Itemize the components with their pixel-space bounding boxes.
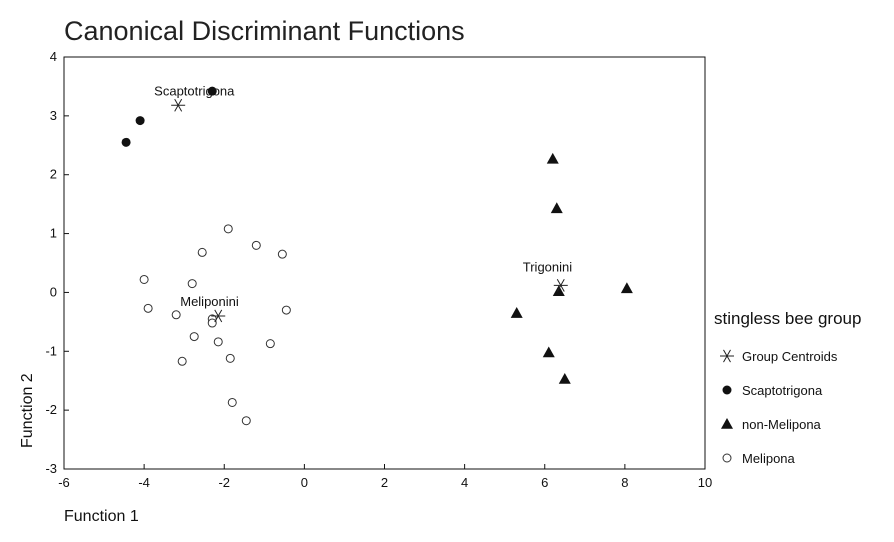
legend-marker (720, 349, 734, 363)
legend-marker (721, 418, 733, 429)
data-point (143, 303, 153, 313)
y-tick-label: 4 (50, 49, 57, 64)
data-point (546, 152, 559, 164)
plot-area (121, 86, 633, 426)
y-axis-label: Function 2 (19, 373, 36, 448)
data-point (251, 240, 261, 250)
data-point (135, 116, 145, 126)
legend: stingless bee group Group Centroids Scapt… (714, 309, 861, 466)
y-tick-label: -2 (45, 402, 57, 417)
data-point (139, 274, 149, 284)
data-point (207, 86, 217, 96)
data-point (265, 339, 275, 349)
data-point (223, 224, 233, 234)
data-point (510, 307, 523, 318)
annotations: Scaptotrigona Meliponini Trigonini (154, 83, 572, 309)
centroid-label: Trigonini (523, 259, 572, 274)
legend-title: stingless bee group (714, 309, 861, 328)
data-point (542, 346, 555, 358)
legend-marker (722, 385, 732, 395)
data-point (189, 332, 199, 342)
x-tick-label: -2 (218, 475, 230, 490)
y-tick-label: 0 (50, 284, 57, 299)
x-tick-label: -6 (58, 475, 70, 490)
legend-item-label: Scaptotrigona (742, 383, 823, 398)
series-group-centroids (171, 98, 568, 323)
chart-title: Canonical Discriminant Functions (64, 16, 465, 46)
y-tick-label: 1 (50, 226, 57, 241)
data-point (225, 353, 235, 363)
data-point (241, 416, 251, 426)
y-axis: -3 -2 -1 0 1 2 3 4 (45, 49, 69, 476)
x-tick-label: 10 (698, 475, 712, 490)
series-non-melipona (510, 152, 633, 384)
x-axis: -6 -4 -2 0 2 4 6 8 10 (58, 464, 712, 490)
x-tick-label: 6 (541, 475, 548, 490)
centroid-label: Meliponini (180, 294, 239, 309)
data-point (227, 397, 237, 407)
data-point (187, 279, 197, 289)
data-point (550, 202, 563, 214)
data-point (620, 282, 633, 294)
data-point (281, 305, 291, 315)
data-point (207, 318, 217, 328)
x-tick-label: 8 (621, 475, 628, 490)
plot-frame (63, 56, 706, 470)
x-tick-label: 4 (461, 475, 468, 490)
x-tick-label: 2 (381, 475, 388, 490)
series-melipona (139, 224, 291, 426)
legend-marker (722, 453, 732, 463)
data-point (197, 247, 207, 257)
data-point (177, 356, 187, 366)
data-point (121, 137, 131, 147)
data-point (552, 285, 565, 297)
data-point (213, 337, 223, 347)
y-tick-label: 2 (50, 167, 57, 182)
data-point (171, 310, 181, 320)
centroid-marker (171, 98, 186, 112)
centroid-label: Scaptotrigona (154, 83, 235, 98)
x-tick-label: -4 (138, 475, 150, 490)
centroid-marker (553, 279, 568, 292)
x-axis-label: Function 1 (64, 508, 139, 525)
legend-item-label: Melipona (742, 451, 796, 466)
x-tick-label: 0 (301, 475, 308, 490)
series-scaptotrigona (121, 86, 217, 147)
legend-item-label: non-Melipona (742, 417, 822, 432)
legend-item-label: Group Centroids (742, 349, 838, 364)
data-point (277, 249, 287, 259)
centroid-marker (211, 309, 226, 323)
y-tick-label: -3 (45, 461, 57, 476)
data-point (558, 372, 571, 384)
y-tick-label: -1 (45, 343, 57, 358)
y-tick-label: 3 (50, 108, 57, 123)
